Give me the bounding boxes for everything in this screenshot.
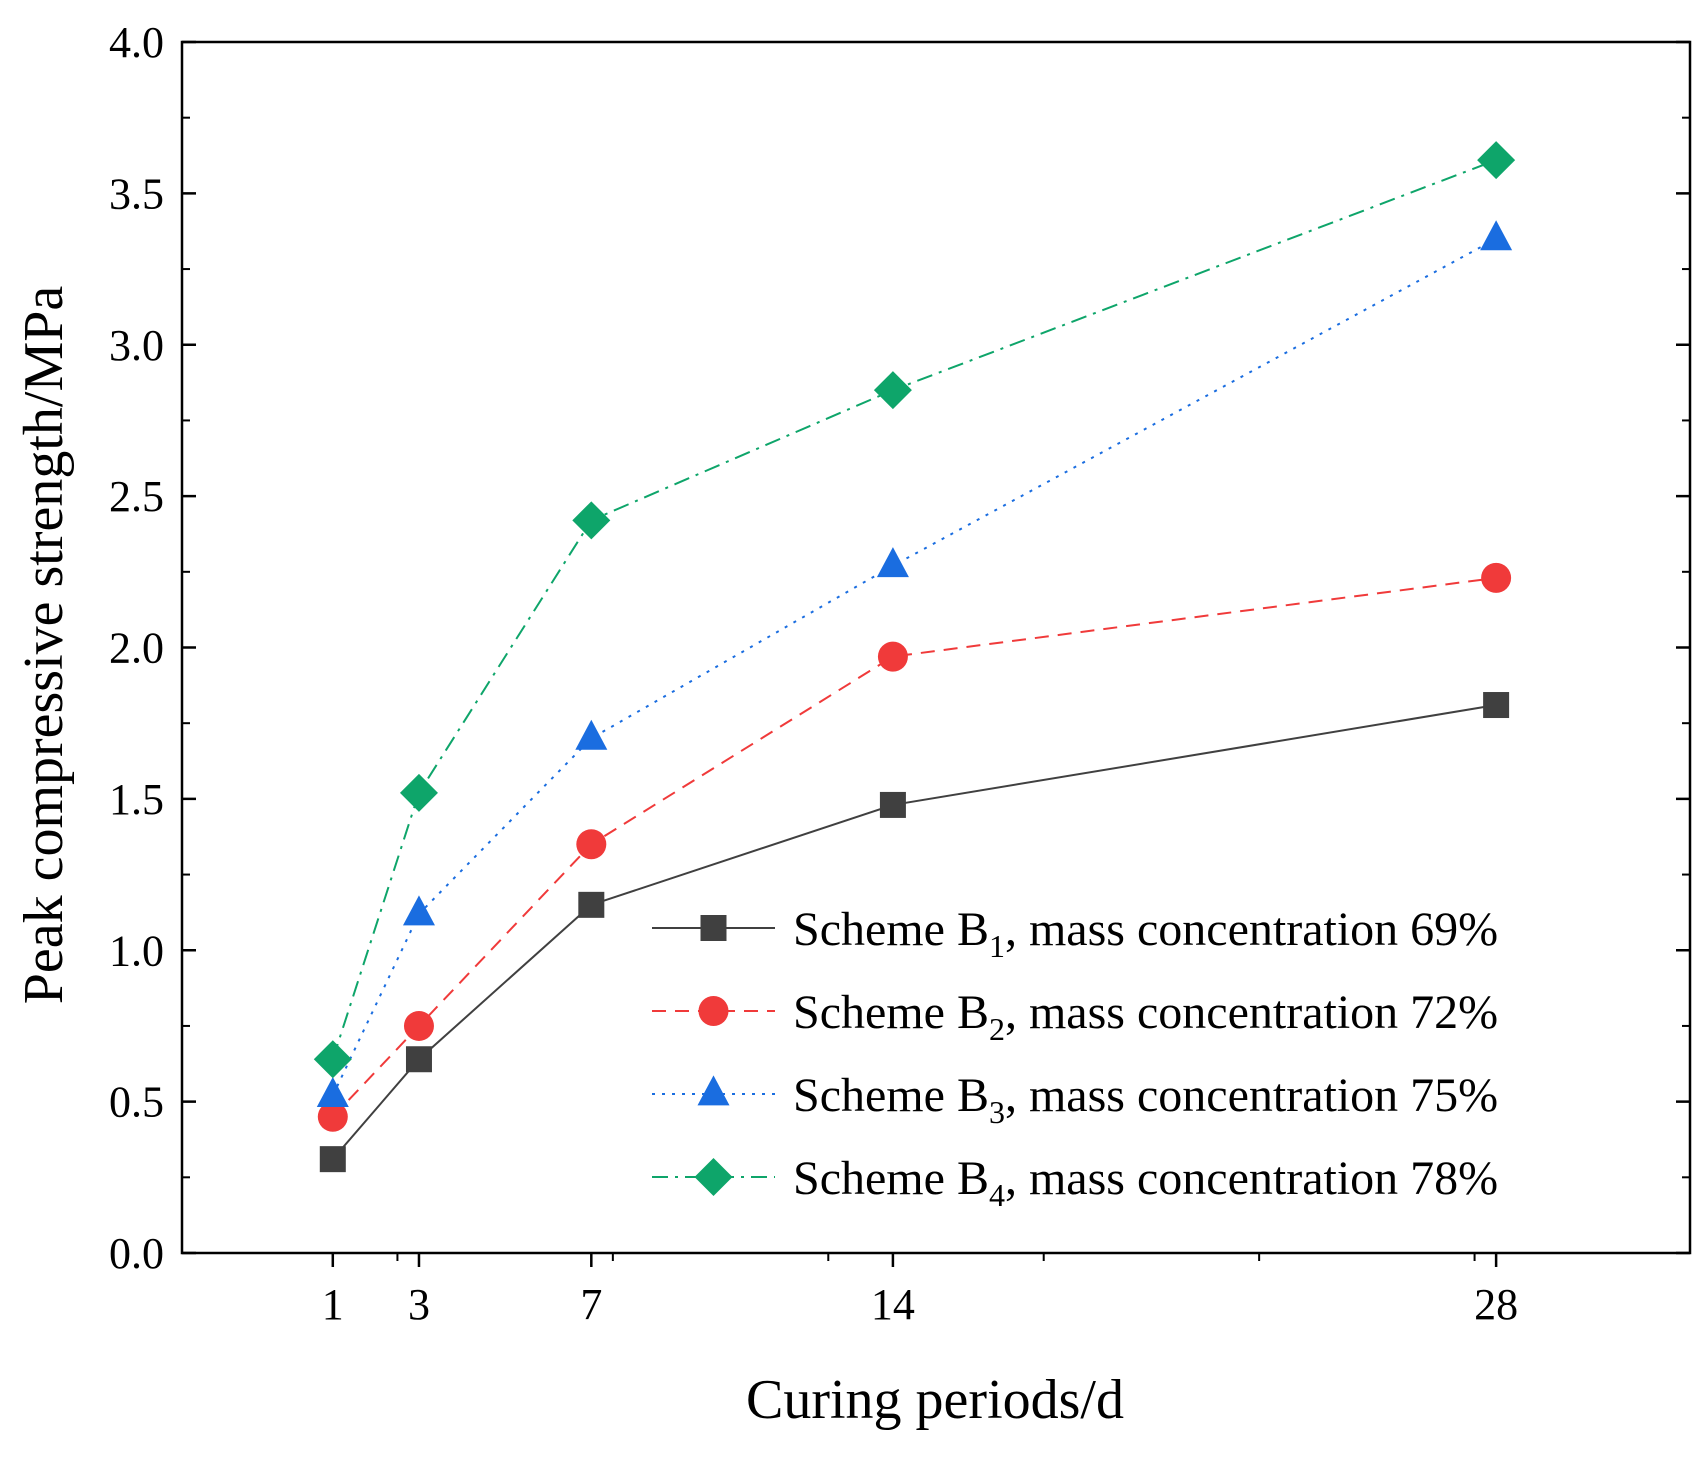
legend-label-b4: Scheme B4, mass concentration 78%	[793, 1152, 1498, 1213]
legend-label-b3: Scheme B3, mass concentration 75%	[793, 1069, 1498, 1130]
legend: Scheme B1, mass concentration 69%Scheme …	[652, 903, 1498, 1213]
series-line-b3	[331, 237, 1497, 1096]
legend-label-suffix: , mass concentration 72%	[1005, 986, 1498, 1039]
data-point-b3-x7	[575, 719, 608, 750]
data-point-b3-x3	[402, 895, 435, 926]
y-tick-label: 0.5	[109, 1078, 164, 1127]
data-point-b2-x3	[403, 1010, 434, 1041]
x-tick-label: 28	[1474, 1280, 1518, 1329]
y-tick-label: 0.0	[109, 1229, 164, 1278]
legend-label-b2: Scheme B2, mass concentration 72%	[793, 986, 1498, 1047]
y-tick-label: 2.0	[109, 624, 164, 673]
data-point-b3-x1	[316, 1076, 349, 1107]
y-tick-label: 2.5	[109, 472, 164, 521]
data-point-b1-x14	[879, 791, 906, 818]
data-point-b4-x3	[399, 773, 438, 812]
data-point-b3-x28	[1480, 220, 1513, 251]
legend-label-suffix: , mass concentration 78%	[1005, 1152, 1498, 1205]
legend-label-subscript: 4	[989, 1177, 1005, 1213]
data-point-b2-x1	[317, 1101, 348, 1132]
legend-label-prefix: Scheme B	[793, 1152, 989, 1205]
data-point-b3-x14	[876, 547, 909, 578]
data-point-b4-x1	[313, 1040, 352, 1079]
legend-marker-b3	[697, 1075, 730, 1106]
data-point-b1-x3	[405, 1046, 432, 1073]
y-tick-label: 3.0	[109, 321, 164, 370]
data-point-b4-x28	[1477, 141, 1516, 180]
x-tick-label: 14	[871, 1280, 915, 1329]
x-tick-label: 1	[322, 1280, 344, 1329]
data-point-b2-x28	[1481, 562, 1512, 593]
legend-marker-b2	[698, 996, 729, 1026]
y-tick-label: 1.0	[109, 926, 164, 975]
data-point-b1-x7	[578, 891, 605, 918]
x-tick-label: 3	[408, 1280, 430, 1329]
data-point-b4-x7	[572, 501, 611, 540]
data-point-b1-x28	[1483, 692, 1510, 719]
legend-label-prefix: Scheme B	[793, 903, 989, 956]
y-tick-label: 4.0	[109, 18, 164, 67]
legend-marker-b4	[694, 1158, 733, 1196]
y-tick-label: 1.5	[109, 775, 164, 824]
x-tick-label: 7	[580, 1280, 602, 1329]
series-markers-group	[313, 141, 1516, 1173]
data-point-b4-x14	[873, 371, 912, 410]
legend-marker-b1	[700, 915, 727, 941]
data-point-b1-x1	[319, 1146, 346, 1173]
data-point-b2-x7	[576, 829, 607, 860]
data-point-b2-x14	[877, 641, 908, 672]
y-tick-label: 3.5	[109, 169, 164, 218]
y-axis-title: Peak compressive strength/MPa	[13, 286, 75, 1005]
legend-label-subscript: 3	[989, 1094, 1005, 1130]
legend-label-b1: Scheme B1, mass concentration 69%	[793, 903, 1498, 964]
legend-label-prefix: Scheme B	[793, 1069, 989, 1122]
legend-label-suffix: , mass concentration 75%	[1005, 1069, 1498, 1122]
legend-label-prefix: Scheme B	[793, 986, 989, 1039]
legend-label-subscript: 1	[989, 928, 1005, 964]
axes-group: 0.00.51.01.52.02.53.03.54.01 3 7 14 28	[109, 18, 1692, 1329]
legend-label-suffix: , mass concentration 69%	[1005, 903, 1498, 956]
legend-label-subscript: 2	[989, 1011, 1005, 1047]
x-axis-title: Curing periods/d	[746, 1369, 1124, 1431]
